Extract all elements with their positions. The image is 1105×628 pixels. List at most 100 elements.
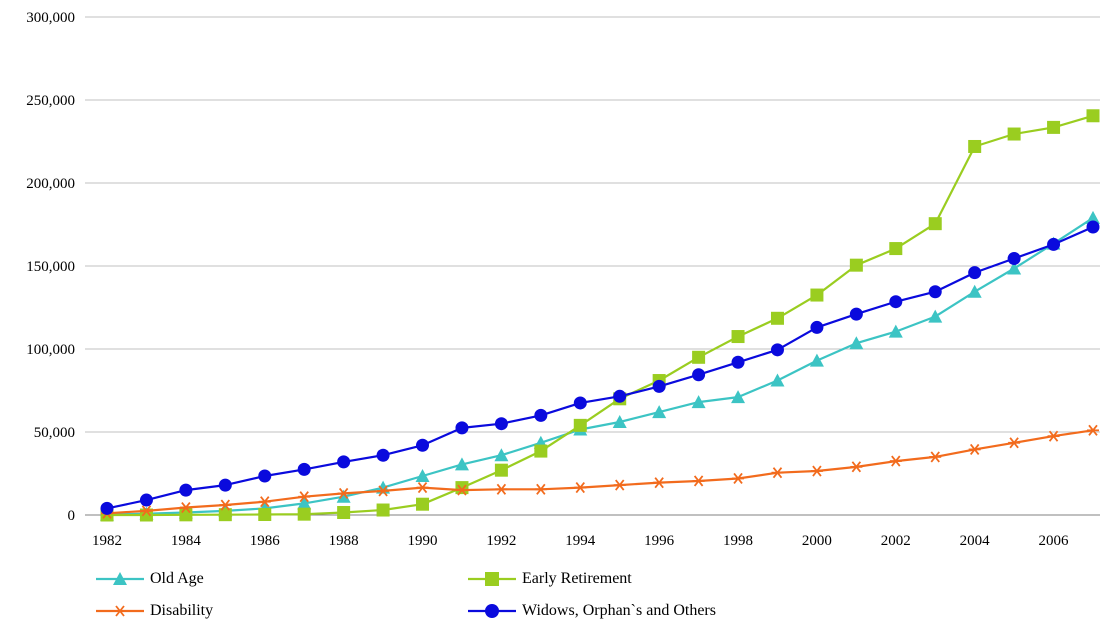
data-point	[770, 343, 784, 357]
data-point	[1007, 252, 1021, 266]
data-point	[139, 493, 153, 507]
data-point	[495, 483, 508, 495]
data-point	[810, 465, 823, 477]
data-point	[849, 258, 863, 272]
data-point	[1047, 120, 1061, 134]
data-point	[849, 307, 863, 321]
circle-marker-icon	[468, 604, 516, 618]
data-point	[534, 483, 547, 495]
line-chart: 0 50,000 100,000 150,000 200,000 250,000 300,0…	[26, 10, 1100, 549]
data-point	[298, 491, 311, 503]
data-point	[928, 309, 943, 323]
data-point	[810, 320, 824, 334]
data-point	[416, 497, 430, 511]
data-point	[100, 501, 114, 515]
data-point	[140, 505, 153, 517]
x-tick-label: 1996	[644, 533, 675, 549]
data-point	[967, 284, 982, 298]
data-point	[731, 390, 746, 404]
data-point	[810, 288, 824, 302]
legend-item-early-retirement: Early Retirement	[468, 568, 632, 590]
legend-item-disability: Disability	[96, 600, 213, 622]
square-marker-icon	[468, 572, 516, 586]
series-line-1	[107, 114, 1094, 517]
x-tick-label: 2000	[802, 533, 832, 549]
legend-label-widows: Widows, Orphan`s and Others	[522, 602, 716, 619]
data-point	[1047, 237, 1061, 251]
data-point	[771, 467, 784, 479]
data-point	[1086, 210, 1100, 224]
x-tick-label: 2006	[1039, 533, 1070, 549]
data-point	[416, 482, 429, 494]
data-point	[612, 415, 627, 429]
data-point	[928, 285, 942, 299]
star-marker-icon	[96, 605, 144, 617]
data-point	[494, 448, 509, 462]
x-tick-label: 1998	[723, 533, 753, 549]
data-point	[652, 379, 666, 393]
data-point	[928, 217, 942, 231]
legend-label-early-retirement: Early Retirement	[522, 570, 632, 587]
data-point	[652, 405, 667, 419]
series-line-3	[106, 225, 1094, 510]
series-line-0	[106, 216, 1094, 516]
data-point	[534, 444, 548, 458]
data-point	[929, 451, 942, 463]
x-tick-label: 1990	[408, 533, 438, 549]
y-tick-label: 200,000	[26, 176, 75, 192]
data-point	[1047, 430, 1060, 442]
data-point	[494, 463, 508, 477]
data-point	[731, 330, 745, 344]
data-point	[377, 485, 390, 497]
y-tick-label: 0	[68, 508, 76, 524]
data-point	[968, 139, 982, 153]
data-point	[573, 418, 587, 432]
y-tick-label: 300,000	[26, 10, 75, 26]
data-point	[968, 266, 982, 280]
data-point	[297, 462, 311, 476]
data-point	[1007, 261, 1022, 275]
data-point	[454, 457, 469, 471]
data-point	[573, 396, 587, 410]
data-point	[574, 482, 587, 494]
data-point	[1087, 424, 1099, 436]
data-point	[613, 479, 626, 491]
data-point	[692, 368, 706, 382]
x-tick-label: 1992	[486, 533, 516, 549]
data-point	[376, 503, 390, 517]
data-point	[1008, 437, 1021, 449]
data-point	[297, 507, 311, 521]
data-point	[1086, 109, 1100, 123]
data-point	[613, 389, 627, 403]
data-point	[770, 373, 785, 387]
legend: Old Age Early Retirement Disability Wido…	[0, 560, 1105, 628]
data-point	[455, 484, 468, 496]
data-point	[809, 353, 824, 367]
y-tick-label: 100,000	[26, 342, 75, 358]
data-point	[889, 295, 903, 309]
data-point	[455, 481, 469, 495]
data-point	[692, 350, 706, 364]
data-point	[888, 324, 903, 338]
data-point	[337, 487, 350, 499]
data-point	[692, 475, 705, 487]
triangle-marker-icon	[96, 572, 144, 585]
data-point	[1086, 220, 1100, 234]
data-point	[534, 408, 548, 422]
data-point	[731, 355, 745, 369]
y-tick-label: 50,000	[34, 425, 75, 441]
data-point	[889, 242, 903, 256]
data-point	[770, 311, 784, 325]
data-point	[219, 499, 232, 511]
data-point	[218, 508, 232, 522]
data-point	[849, 336, 864, 350]
legend-item-old-age: Old Age	[96, 568, 204, 590]
data-point	[258, 508, 272, 522]
x-tick-label: 1988	[329, 533, 359, 549]
data-point	[968, 443, 981, 455]
series-line-2	[106, 429, 1094, 515]
data-point	[218, 478, 232, 492]
x-tick-label: 1986	[250, 533, 281, 549]
data-point	[376, 448, 390, 462]
data-point	[494, 417, 508, 431]
